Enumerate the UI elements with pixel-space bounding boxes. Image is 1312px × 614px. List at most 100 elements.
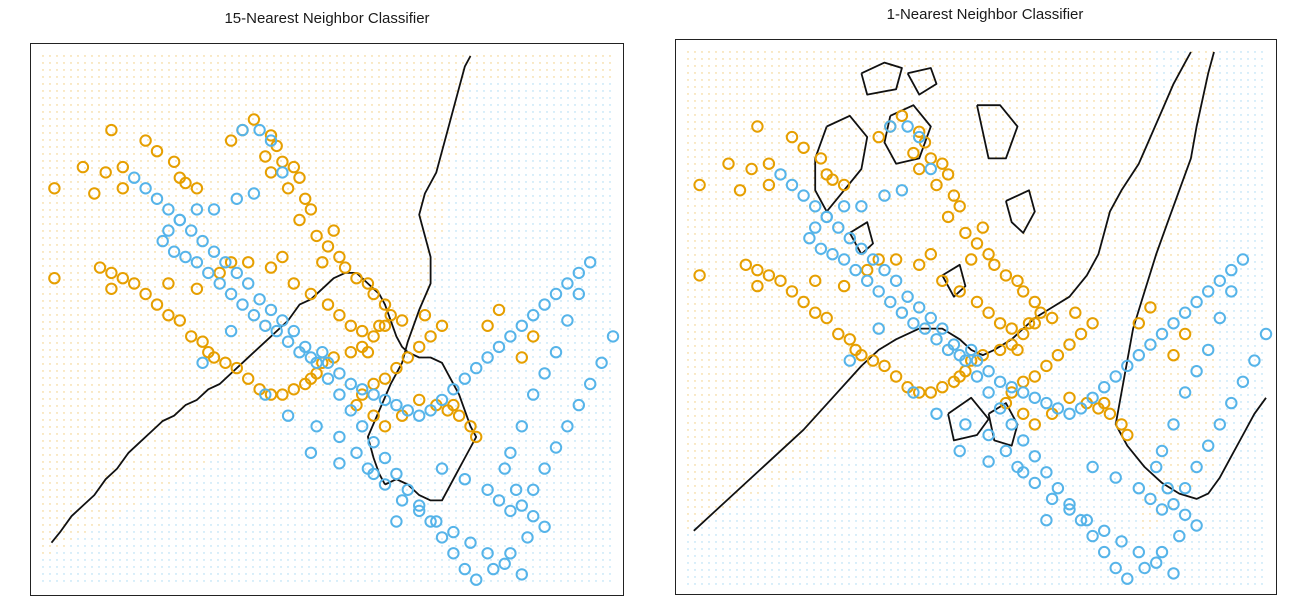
grid-dot	[378, 314, 380, 316]
grid-dot	[266, 384, 268, 386]
grid-dot	[490, 202, 492, 204]
grid-dot	[63, 342, 65, 344]
grid-dot	[273, 461, 275, 463]
grid-dot	[168, 90, 170, 92]
grid-dot	[210, 139, 212, 141]
grid-dot	[420, 482, 422, 484]
grid-dot	[448, 251, 450, 253]
grid-dot	[98, 349, 100, 351]
grid-dot	[112, 237, 114, 239]
grid-dot	[161, 545, 163, 547]
grid-dot	[154, 153, 156, 155]
grid-dot	[497, 363, 499, 365]
grid-dot	[308, 356, 310, 358]
grid-dot	[343, 118, 345, 120]
grid-dot	[434, 531, 436, 533]
grid-dot	[196, 153, 198, 155]
grid-dot	[203, 230, 205, 232]
grid-dot	[399, 69, 401, 71]
grid-dot	[385, 356, 387, 358]
grid-dot	[378, 153, 380, 155]
grid-dot	[91, 545, 93, 547]
grid-dot	[287, 237, 289, 239]
grid-dot	[476, 356, 478, 358]
grid-dot	[441, 244, 443, 246]
grid-dot	[406, 258, 408, 260]
grid-dot	[315, 398, 317, 400]
grid-dot	[343, 293, 345, 295]
grid-dot	[77, 426, 79, 428]
grid-dot	[315, 97, 317, 99]
grid-dot	[259, 573, 261, 575]
grid-dot	[147, 405, 149, 407]
grid-dot	[245, 230, 247, 232]
grid-dot	[182, 125, 184, 127]
grid-dot	[294, 293, 296, 295]
grid-dot	[161, 426, 163, 428]
grid-dot	[140, 496, 142, 498]
grid-dot	[280, 475, 282, 477]
grid-dot	[238, 398, 240, 400]
grid-dot	[336, 349, 338, 351]
grid-dot	[217, 419, 219, 421]
grid-dot	[483, 545, 485, 547]
grid-dot	[336, 503, 338, 505]
grid-dot	[469, 293, 471, 295]
grid-dot	[413, 482, 415, 484]
grid-dot	[483, 279, 485, 281]
grid-dot	[84, 153, 86, 155]
grid-dot	[147, 237, 149, 239]
grid-dot	[420, 447, 422, 449]
grid-dot	[357, 104, 359, 106]
grid-dot	[154, 69, 156, 71]
grid-dot	[77, 517, 79, 519]
grid-dot	[49, 468, 51, 470]
grid-dot	[154, 111, 156, 113]
grid-dot	[371, 321, 373, 323]
grid-dot	[399, 454, 401, 456]
grid-dot	[42, 76, 44, 78]
grid-dot	[168, 377, 170, 379]
grid-dot	[245, 391, 247, 393]
grid-dot	[70, 76, 72, 78]
grid-dot	[140, 566, 142, 568]
grid-dot	[308, 475, 310, 477]
grid-dot	[98, 118, 100, 120]
grid-dot	[210, 209, 212, 211]
grid-dot	[434, 118, 436, 120]
grid-dot	[441, 132, 443, 134]
grid-dot	[126, 202, 128, 204]
grid-dot	[392, 153, 394, 155]
grid-dot	[406, 209, 408, 211]
grid-dot	[112, 174, 114, 176]
grid-dot	[434, 552, 436, 554]
grid-dot	[217, 321, 219, 323]
grid-dot	[112, 552, 114, 554]
grid-dot	[119, 349, 121, 351]
grid-dot	[273, 237, 275, 239]
grid-dot	[161, 349, 163, 351]
grid-dot	[217, 62, 219, 64]
grid-dot	[294, 300, 296, 302]
grid-dot	[259, 146, 261, 148]
grid-dot	[315, 132, 317, 134]
grid-dot	[406, 545, 408, 547]
grid-dot	[56, 356, 58, 358]
grid-dot	[105, 118, 107, 120]
grid-dot	[280, 307, 282, 309]
grid-dot	[63, 251, 65, 253]
grid-dot	[231, 384, 233, 386]
grid-dot	[294, 503, 296, 505]
grid-dot	[189, 132, 191, 134]
grid-dot	[147, 398, 149, 400]
grid-dot	[427, 132, 429, 134]
grid-dot	[70, 370, 72, 372]
grid-dot	[210, 146, 212, 148]
grid-dot	[385, 237, 387, 239]
grid-dot	[329, 426, 331, 428]
grid-dot	[133, 202, 135, 204]
grid-dot	[350, 433, 352, 435]
grid-dot	[189, 573, 191, 575]
grid-dot	[140, 552, 142, 554]
grid-dot	[378, 363, 380, 365]
